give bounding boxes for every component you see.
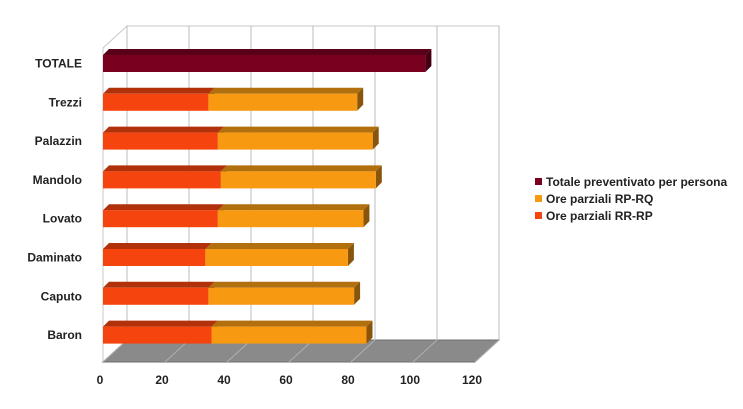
bar-top — [217, 126, 379, 133]
bar-top — [103, 281, 215, 288]
bar-side — [363, 204, 370, 228]
bar-lovato-1 — [217, 204, 370, 228]
category-label: Daminato — [27, 251, 82, 265]
category-label: Lovato — [43, 212, 82, 226]
bar-front — [211, 326, 367, 344]
bar-baron-1 — [211, 320, 373, 344]
bar-caputo-0 — [103, 281, 215, 305]
x-tick-label: 80 — [341, 373, 355, 387]
x-tick-label: 100 — [400, 373, 420, 387]
legend: Totale preventivato per persona Ore parzi… — [535, 175, 727, 223]
bar-side — [372, 126, 379, 150]
category-label: Palazzin — [35, 134, 82, 148]
x-axis-ticks: 0 20 40 60 80 100 120 — [97, 373, 483, 387]
legend-item: Totale preventivato per persona — [535, 175, 727, 189]
bar-side — [425, 49, 432, 72]
legend-swatch — [535, 195, 542, 202]
bar-daminato-0 — [103, 243, 212, 266]
floor-gridline — [350, 339, 376, 363]
floor-gridline — [474, 339, 500, 363]
category-label: Caputo — [41, 289, 82, 303]
bar-front — [208, 287, 355, 305]
bar-top — [205, 243, 354, 249]
floor-gridline — [102, 339, 128, 363]
bar-mandolo-0 — [103, 165, 227, 189]
bar-top — [103, 165, 227, 172]
bar-front — [103, 249, 206, 266]
bar-trezzi-1 — [208, 87, 364, 111]
bar-lovato-0 — [103, 204, 224, 228]
bar-side — [357, 87, 364, 111]
bar-front — [208, 93, 358, 111]
category-label: Mandolo — [33, 173, 82, 187]
bar-front — [103, 132, 218, 150]
category-label: TOTALE — [35, 57, 82, 71]
bar-front — [103, 55, 426, 72]
bar-mandolo-1 — [220, 165, 382, 189]
bar-top — [220, 165, 382, 172]
legend-swatch — [535, 178, 542, 185]
x-tick-label: 40 — [217, 373, 231, 387]
bar-front — [217, 132, 373, 150]
x-tick-label: 60 — [279, 373, 293, 387]
bar-top — [103, 87, 215, 94]
bar-top — [103, 320, 218, 327]
x-tick-label: 20 — [155, 373, 169, 387]
category-label: Trezzi — [49, 95, 82, 109]
x-tick-label: 0 — [97, 373, 104, 387]
category-labels: TOTALE Trezzi Palazzin Mandolo Lovato Daminat… — [27, 57, 82, 343]
bar-front — [220, 171, 376, 189]
bar-side — [366, 320, 373, 344]
bar-top — [103, 204, 224, 211]
bar-side — [347, 243, 354, 266]
x-tick-label: 120 — [462, 373, 482, 387]
side-wall — [102, 24, 128, 364]
legend-label: Ore parziali RP-RQ — [546, 192, 653, 206]
bar-front — [103, 171, 221, 189]
floor-gridline — [164, 339, 190, 363]
bar-front — [103, 326, 212, 344]
legend-item: Ore parziali RR-RP — [535, 209, 653, 223]
legend-item: Ore parziali RP-RQ — [535, 192, 653, 206]
bar-top — [208, 281, 361, 288]
floor-gridline — [288, 339, 314, 363]
bar-top — [103, 126, 224, 133]
bar-top — [103, 243, 212, 249]
chart-walls — [101, 24, 501, 364]
bar-front — [103, 93, 209, 111]
bar-baron-0 — [103, 320, 218, 344]
legend-swatch — [535, 212, 542, 219]
category-label: Baron — [47, 328, 82, 342]
bar-top — [208, 87, 364, 94]
bar-side — [375, 165, 382, 189]
bar-palazzin-1 — [217, 126, 379, 150]
bar-front — [103, 210, 218, 228]
bar-top — [211, 320, 373, 327]
bar-top — [103, 49, 432, 55]
floor-gridline — [412, 339, 438, 363]
bar-trezzi-0 — [103, 87, 215, 111]
bars — [103, 49, 432, 344]
bar-front — [103, 287, 209, 305]
bar-daminato-1 — [205, 243, 354, 266]
bar-front — [217, 210, 364, 228]
bar-top — [217, 204, 370, 211]
legend-label: Totale preventivato per persona — [546, 175, 727, 189]
bar-totale-2 — [103, 49, 432, 72]
legend-label: Ore parziali RR-RP — [546, 209, 653, 223]
bar-palazzin-0 — [103, 126, 224, 150]
floor-gridline — [226, 339, 252, 363]
bar-side — [354, 281, 361, 305]
bar-caputo-1 — [208, 281, 361, 305]
bar-front — [205, 249, 348, 266]
